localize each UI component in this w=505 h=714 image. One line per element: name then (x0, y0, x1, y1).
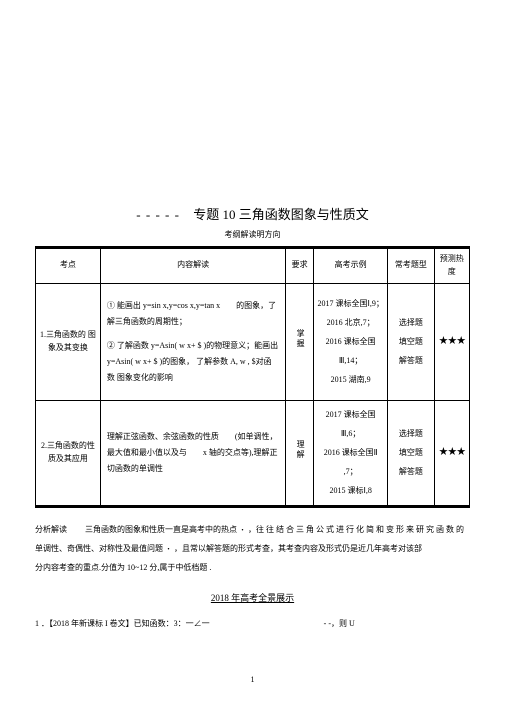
th-tixing: 常考题型 (388, 249, 434, 284)
neirong-1a: ① 能画出 y=sin x,y=cos x,y=tan x 的图象，了解三角函数… (107, 298, 279, 330)
th-neirong: 内容解读 (100, 249, 285, 284)
analysis-1a: 三角函数的图象和性质一直是高考中的热点 (85, 525, 237, 534)
dot-1: ・ (239, 526, 246, 534)
cell-redu-1: ★★★ (434, 283, 469, 400)
title-dashes: - - - - - (136, 207, 180, 222)
analysis-3: 分内容考查的重点.分值为 10~12 分,属于中低档题 . (35, 558, 470, 577)
th-zhangwo: 要求 (286, 249, 314, 284)
th-shili: 高考示例 (314, 249, 388, 284)
analysis-2b: ，且常以解答题的形式考查，其考查内容及形式仍是近几年高考对该部 (174, 544, 422, 553)
dot-2: ・ (165, 545, 172, 553)
section-2018-title: 2018 年高考全景展示 (35, 591, 470, 604)
cell-kaodian-2: 2.三角函数的性质及其应用 (36, 400, 101, 505)
neirong-1b: ② 了解函数 y=Asin( w x+ $ )的物理意义；能画出 y=Asin(… (107, 338, 279, 386)
main-table: 考点 内容解读 要求 高考示例 常考题型 预测热度 1.三角函数的 图象及其变换… (35, 248, 470, 506)
cell-neirong-1: ① 能画出 y=sin x,y=cos x,y=tan x 的图象，了解三角函数… (100, 283, 285, 400)
table-row: 2.三角函数的性质及其应用 理解正弦函数、余弦函数的性质 (如单调性，最大值和最… (36, 400, 470, 505)
analysis-label: 分析解读 (35, 525, 67, 534)
page-number: 1 (251, 675, 255, 684)
title-main: 专题 10 三角函数图象与性质文 (193, 207, 369, 222)
neirong-2a: 理解正弦函数、余弦函数的性质 (如单调性，最大值和最小值以及与 x 轴的交点等)… (107, 429, 279, 477)
cell-shili-2: 2017 课标全国Ⅲ,6； 2016 课标全国Ⅱ ,7； 2015 课标Ⅰ,8 (314, 400, 388, 505)
subtitle: 考纲解读明方向 (35, 229, 470, 248)
cell-neirong-2: 理解正弦函数、余弦函数的性质 (如单调性，最大值和最小值以及与 x 轴的交点等)… (100, 400, 285, 505)
th-kaodian: 考点 (36, 249, 101, 284)
th-redu: 预测热度 (434, 249, 469, 284)
cell-tixing-2: 选择题 填空题 解答题 (388, 400, 434, 505)
question-1: 1 ．【2018 年新课标 I 卷文】已知函数：3：一∠一 - -，则 U (35, 618, 470, 629)
cell-zhangwo-1: 掌握 (286, 283, 314, 400)
q1-prefix: 1 ．【2018 年新课标 I 卷文】已知函数：3：一∠一 (35, 619, 210, 628)
analysis-2a: 单调性、奇偶性、对称性及最值问题 (35, 544, 163, 553)
table-row: 1.三角函数的 图象及其变换 ① 能画出 y=sin x,y=cos x,y=t… (36, 283, 470, 400)
q1-suffix: - -，则 U (324, 619, 355, 628)
analysis-1b: ，往 往 结 合 三 角 公 式 进 行 化 简 和 变 形 来 研 究 函 数… (248, 525, 464, 534)
cell-tixing-1: 选择题 填空题 解答题 (388, 283, 434, 400)
cell-shili-1: 2017 课标全国Ⅰ,9； 2016 北京,7； 2016 课标全国Ⅲ,14； … (314, 283, 388, 400)
cell-zhangwo-2: 理解 (286, 400, 314, 505)
cell-kaodian-1: 1.三角函数的 图象及其变换 (36, 283, 101, 400)
cell-redu-2: ★★★ (434, 400, 469, 505)
analysis-block: 分析解读 三角函数的图象和性质一直是高考中的热点 ・ ，往 往 结 合 三 角 … (35, 506, 470, 578)
